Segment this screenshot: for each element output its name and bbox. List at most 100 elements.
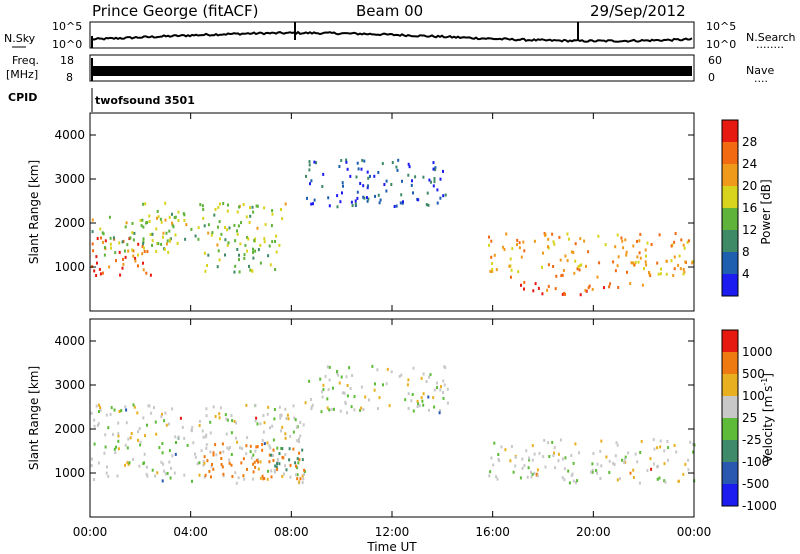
power-cell bbox=[227, 203, 229, 207]
velocity-cell bbox=[190, 428, 193, 432]
power-cell bbox=[145, 271, 148, 275]
velocity-cell bbox=[214, 443, 217, 447]
power-cell bbox=[238, 205, 241, 209]
velocity-cell bbox=[222, 450, 225, 454]
velocity-cell bbox=[510, 445, 513, 448]
power-cell bbox=[439, 177, 442, 181]
velocity-cell bbox=[206, 459, 209, 463]
power-cell bbox=[511, 247, 514, 251]
power-cell bbox=[346, 167, 349, 171]
power-cell bbox=[537, 286, 540, 290]
power-cell bbox=[144, 202, 147, 206]
power-cell bbox=[579, 293, 582, 297]
power-cell bbox=[617, 286, 620, 289]
velocity-cell bbox=[559, 438, 562, 442]
power-cell bbox=[155, 249, 158, 253]
velocity-cell bbox=[99, 406, 102, 409]
power-cell bbox=[217, 249, 220, 253]
velocity-cell bbox=[646, 469, 649, 473]
power-cell bbox=[561, 273, 564, 277]
velocity-cell bbox=[675, 450, 678, 454]
power-cell bbox=[233, 270, 236, 274]
velocity-cell bbox=[561, 476, 564, 480]
velocity-cell bbox=[687, 468, 690, 472]
velocity-cell bbox=[439, 388, 442, 392]
velocity-cell bbox=[231, 475, 234, 478]
velocity-cell bbox=[198, 419, 201, 423]
power-cell bbox=[199, 203, 202, 207]
velocity-cell bbox=[407, 392, 410, 396]
velocity-cell bbox=[103, 451, 106, 455]
power-cell bbox=[351, 204, 354, 207]
velocity-cell bbox=[160, 460, 163, 464]
velocity-cell bbox=[296, 477, 299, 481]
power-cell bbox=[310, 202, 313, 206]
velocity-cell bbox=[130, 432, 133, 435]
colorbar-tick-label: 16 bbox=[742, 201, 757, 215]
velocity-cell bbox=[245, 452, 248, 456]
power-cell bbox=[634, 260, 637, 264]
velocity-cell bbox=[256, 422, 259, 426]
velocity-cell bbox=[349, 387, 352, 390]
velocity-cell bbox=[107, 426, 110, 430]
velocity-cell bbox=[360, 406, 363, 410]
velocity-cell bbox=[90, 411, 93, 415]
velocity-cell bbox=[224, 413, 227, 417]
power-cell bbox=[216, 243, 219, 247]
power-cell bbox=[366, 186, 369, 190]
velocity-cell bbox=[404, 398, 407, 402]
power-cell bbox=[238, 270, 241, 274]
power-cell bbox=[520, 255, 523, 259]
velocity-cell bbox=[538, 451, 541, 455]
velocity-cell bbox=[249, 450, 252, 454]
velocity-cell bbox=[551, 440, 554, 444]
velocity-cell bbox=[687, 458, 690, 462]
velocity-cell bbox=[572, 461, 575, 465]
power-cell bbox=[253, 239, 256, 243]
velocity-cell bbox=[124, 405, 127, 409]
velocity-cell bbox=[226, 446, 229, 450]
velocity-cell bbox=[205, 414, 208, 418]
power-colorbar-label: Power [dB] bbox=[759, 179, 773, 244]
velocity-cell bbox=[126, 446, 129, 450]
power-cell bbox=[156, 216, 158, 220]
power-cell bbox=[682, 268, 685, 271]
colorbar-tick-label: -100 bbox=[742, 455, 769, 469]
power-cell bbox=[257, 248, 260, 252]
power-cell bbox=[137, 264, 139, 268]
velocity-cell bbox=[328, 408, 331, 412]
power-cell bbox=[214, 208, 217, 211]
velocity-cell bbox=[235, 421, 238, 425]
power-cell bbox=[608, 285, 611, 289]
power-cell bbox=[336, 194, 339, 198]
power-cell bbox=[182, 212, 185, 216]
velocity-cell bbox=[205, 407, 208, 411]
velocity-y-axis-label: Slant Range [km] bbox=[27, 366, 41, 470]
power-cell bbox=[585, 289, 588, 293]
power-cell bbox=[115, 259, 117, 263]
velocity-cell bbox=[268, 444, 271, 448]
velocity-cell bbox=[127, 462, 130, 466]
velocity-cell bbox=[529, 470, 532, 474]
colorbar-segment bbox=[722, 330, 738, 352]
colorbar-tick-label: 100 bbox=[742, 389, 765, 403]
power-cell bbox=[122, 262, 125, 266]
power-cell bbox=[597, 234, 600, 238]
power-cell bbox=[522, 240, 525, 244]
power-cell bbox=[630, 261, 633, 265]
velocity-cell bbox=[298, 440, 300, 444]
power-cell bbox=[315, 161, 317, 165]
velocity-cell bbox=[284, 453, 287, 457]
colorbar-tick-label: 20 bbox=[742, 179, 757, 193]
velocity-cell bbox=[261, 474, 264, 478]
velocity-cell bbox=[96, 423, 99, 427]
power-cell bbox=[124, 255, 127, 259]
velocity-cell bbox=[93, 418, 96, 422]
power-cell bbox=[638, 251, 641, 255]
power-cell bbox=[219, 202, 221, 206]
velocity-cell bbox=[332, 386, 334, 390]
power-cell bbox=[309, 182, 311, 186]
power-cell bbox=[190, 227, 193, 231]
velocity-cell bbox=[174, 452, 177, 456]
velocity-cell bbox=[600, 439, 603, 443]
